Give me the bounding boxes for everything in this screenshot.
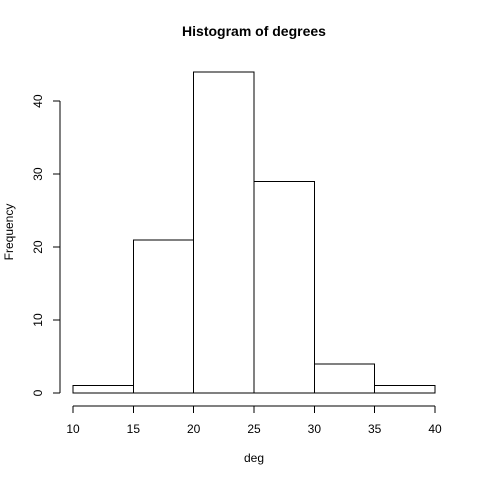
y-tick-label-10: 10 — [31, 313, 45, 327]
x-axis: 10 15 20 25 30 35 40 — [66, 405, 442, 436]
x-tick-label-30: 30 — [308, 422, 322, 436]
histogram-bar-15-20 — [132, 239, 195, 394]
x-tick-label-40: 40 — [428, 422, 442, 436]
y-tick-label-40: 40 — [31, 94, 45, 108]
x-tick-label-35: 35 — [368, 422, 382, 436]
chart-title: Histogram of degrees — [182, 23, 326, 39]
x-tick-label-20: 20 — [187, 422, 201, 436]
y-axis: 0 10 20 30 40 — [31, 94, 61, 396]
y-tick-label-30: 30 — [31, 167, 45, 181]
y-tick-label-0: 0 — [31, 389, 45, 396]
histogram-bar-25-30 — [253, 180, 315, 394]
histogram-bar-35-40 — [374, 385, 436, 394]
histogram-bar-20-25 — [193, 71, 255, 394]
y-axis-label: Frequency — [2, 204, 16, 261]
x-axis-label: deg — [244, 451, 264, 465]
y-tick-label-20: 20 — [31, 240, 45, 254]
x-tick-label-15: 15 — [127, 422, 141, 436]
histogram-bar-30-35 — [313, 363, 376, 394]
bars-group — [72, 71, 436, 394]
x-tick-label-25: 25 — [247, 422, 261, 436]
histogram-bar-10-15 — [72, 385, 134, 394]
x-tick-label-10: 10 — [66, 422, 80, 436]
